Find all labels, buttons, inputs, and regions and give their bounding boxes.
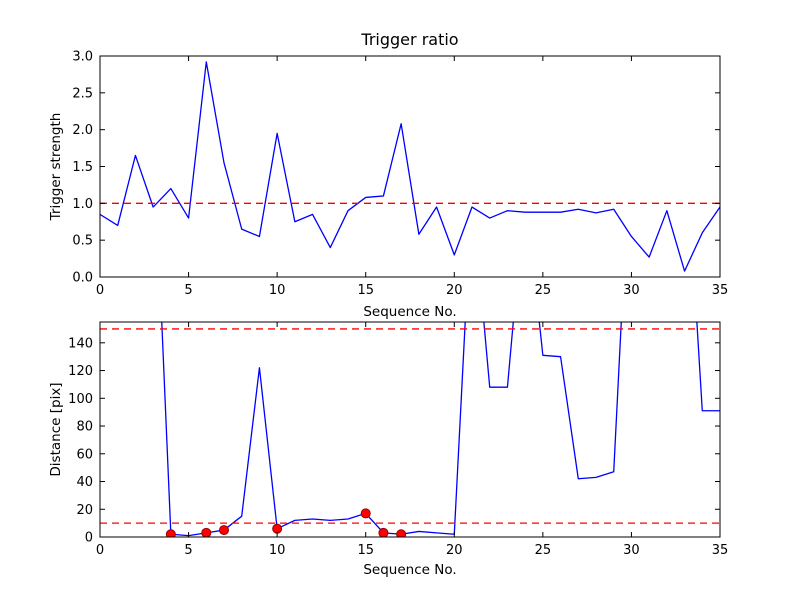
y-tick-label: 0.5	[72, 234, 93, 249]
x-tick-label: 30	[623, 543, 640, 558]
marker-dot	[272, 523, 283, 534]
y-tick-label: 20	[76, 503, 93, 518]
subplot-1: 0 5 10 15 20 25 30 35 0.0 0.5 1.0 1.5 2.0 2.5 3.0 Trigg…	[48, 30, 728, 320]
chart-title: Trigger ratio	[360, 30, 458, 49]
x-tick-label: 30	[623, 283, 640, 298]
y-tick-label: 140	[68, 336, 93, 351]
x-tick-label: 35	[712, 543, 729, 558]
marker-dot	[201, 527, 212, 537]
subplot-2: 0 5 10 15 20 25 30 35 0 20 40 60 80 100 120 140 Sequence…	[48, 321, 729, 578]
x-tick-label: 25	[535, 283, 552, 298]
y-tick-label: 2.5	[72, 86, 93, 101]
y-tick-label: 1.0	[72, 197, 93, 212]
x-tick-label: 10	[269, 543, 286, 558]
y-tick-label: 100	[68, 392, 93, 407]
marker-dot	[165, 529, 176, 537]
x-axis-label: Sequence No.	[363, 304, 456, 320]
x-tick-label: 15	[357, 283, 374, 298]
y-tick-label: 1.5	[72, 160, 93, 175]
x-axis-label: Sequence No.	[363, 562, 456, 578]
x-tick-label: 20	[446, 543, 463, 558]
axes-frame	[99, 321, 721, 538]
marker-dot	[360, 508, 371, 519]
x-tick-label: 5	[184, 283, 192, 298]
data-line	[100, 61, 720, 272]
y-tick-label: 120	[68, 364, 93, 379]
y-tick-label: 3.0	[72, 50, 93, 65]
y-tick-label: 40	[76, 475, 93, 490]
y-tick-label: 80	[76, 420, 93, 435]
x-tick-label: 20	[446, 283, 463, 298]
x-tick-label: 35	[712, 283, 729, 298]
y-axis-label: Trigger strength	[48, 113, 64, 222]
x-tick-label: 15	[357, 543, 374, 558]
y-tick-label: 0.0	[72, 271, 93, 286]
y-tick-label: 2.0	[72, 123, 93, 138]
x-tick-label: 0	[96, 543, 104, 558]
x-tick-label: 10	[269, 283, 286, 298]
x-tick-label: 5	[184, 543, 192, 558]
x-tick-label: 0	[96, 283, 104, 298]
y-tick-label: 60	[76, 447, 93, 462]
marker-dot	[219, 525, 229, 536]
y-axis-label: Distance [pix]	[48, 382, 64, 476]
axes-frame	[99, 55, 721, 278]
y-tick-label: 0	[85, 531, 93, 546]
marker-dot	[378, 527, 389, 537]
x-tick-label: 25	[535, 543, 552, 558]
marker-dot	[396, 529, 407, 537]
